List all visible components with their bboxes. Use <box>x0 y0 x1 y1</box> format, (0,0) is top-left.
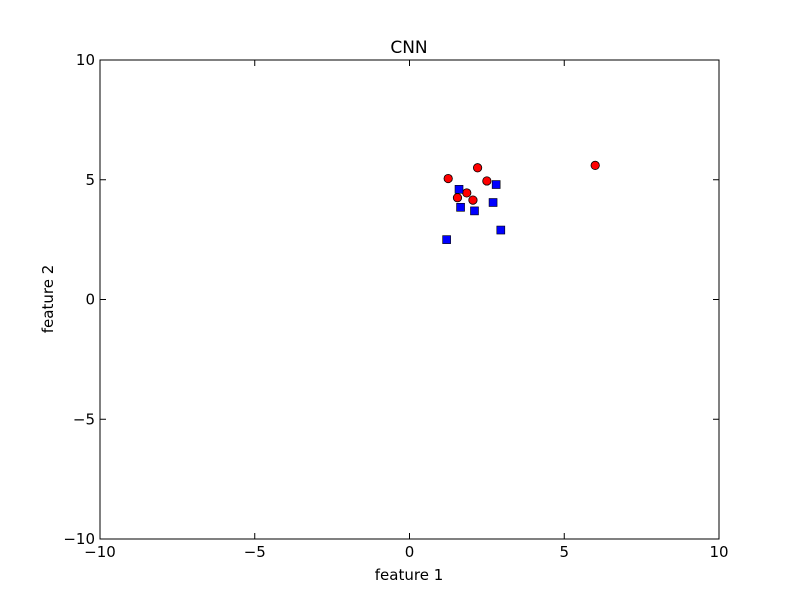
square-data-point <box>454 185 464 194</box>
x-tick-label: 5 <box>559 543 569 561</box>
square-data-point <box>442 235 451 244</box>
y-tick-label: −10 <box>63 530 95 548</box>
circle-data-point <box>462 188 472 198</box>
circle-data-point <box>452 193 463 203</box>
x-tick-label: −10 <box>84 543 116 561</box>
circle-data-point <box>482 176 492 186</box>
circle-data-point <box>590 160 600 170</box>
square-data-point <box>470 206 479 216</box>
square-data-point <box>456 202 465 212</box>
x-tick-label: 10 <box>709 543 728 561</box>
y-tick-label: 10 <box>76 51 95 69</box>
x-axis-label: feature 1 <box>375 566 443 584</box>
chart-title: CNN <box>390 38 427 58</box>
plot-area: −10 −5 0 5 10 −10 −5 0 5 10 <box>63 51 728 561</box>
y-tick-label: 5 <box>85 171 95 189</box>
square-data-point <box>488 198 498 207</box>
y-tick-label: −5 <box>73 410 95 428</box>
square-data-point <box>491 180 501 189</box>
y-axis-label: feature 2 <box>39 265 57 333</box>
x-tick-label: −5 <box>244 543 266 561</box>
circle-data-point <box>443 173 453 184</box>
square-data-point <box>496 225 506 235</box>
x-tick-label: 0 <box>405 543 415 561</box>
y-tick-label: 0 <box>85 291 95 309</box>
plot-frame <box>99 59 720 540</box>
circle-data-point <box>472 163 483 173</box>
circle-data-point <box>468 195 478 205</box>
